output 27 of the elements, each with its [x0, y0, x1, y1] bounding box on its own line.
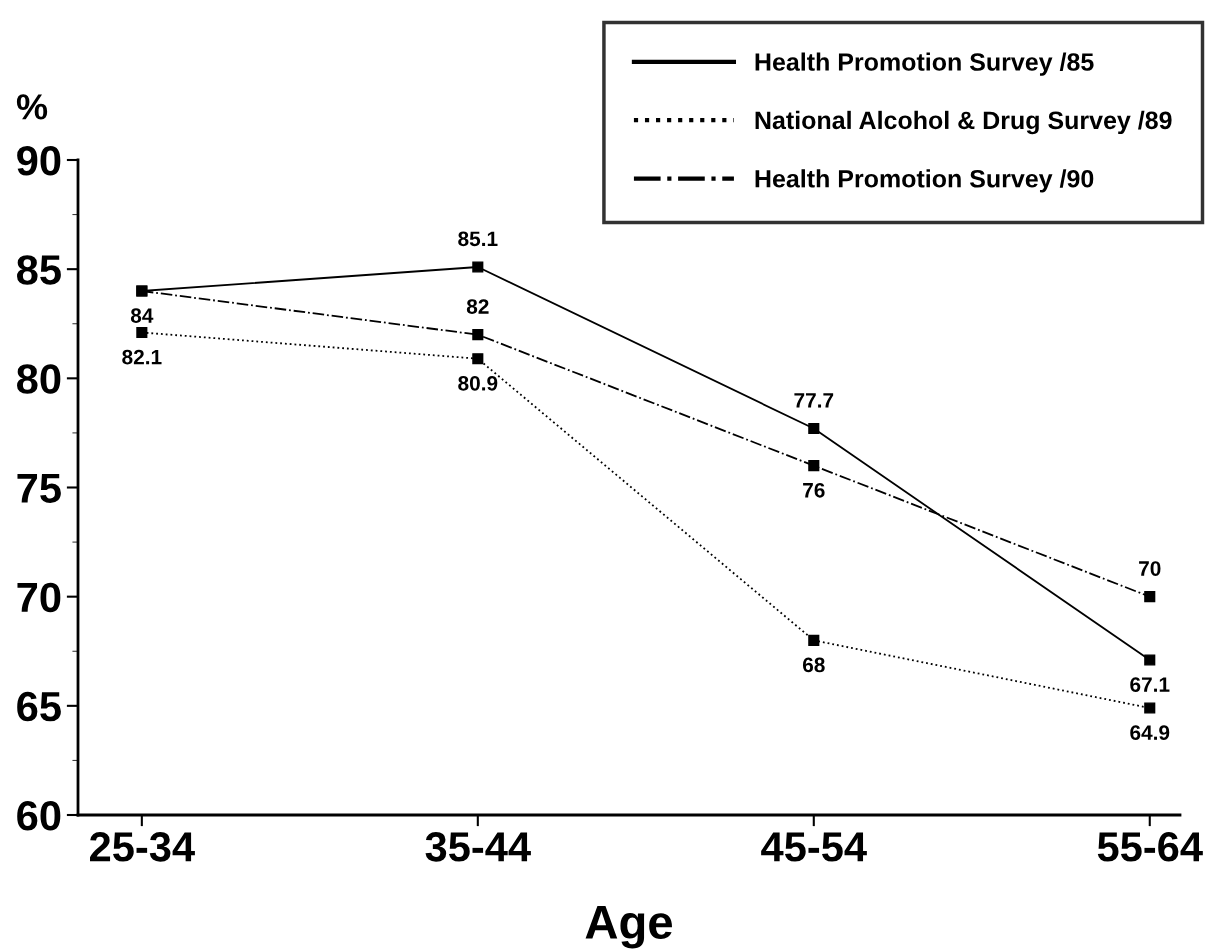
x-axis-title: Age — [585, 906, 672, 949]
y-tick-label: 85 — [17, 255, 61, 285]
data-label: 85.1 — [458, 231, 498, 247]
x-tick-label: 45-54 — [761, 832, 867, 862]
y-axis-title: % — [16, 94, 48, 120]
y-tick-label: 90 — [17, 146, 61, 176]
y-tick-label: 60 — [17, 801, 61, 831]
x-tick-label: 25-34 — [90, 832, 195, 862]
data-label: 76 — [803, 482, 825, 498]
data-label: 84 — [130, 308, 154, 323]
y-tick-label: 65 — [17, 691, 61, 722]
data-label: 70 — [1139, 561, 1161, 576]
data-label: 64.9 — [1130, 725, 1170, 740]
data-label: 77.7 — [794, 393, 834, 408]
legend-label: Health Promotion Survey /85 — [755, 52, 1094, 76]
y-tick-label: 75 — [17, 473, 61, 504]
data-label: 82 — [466, 299, 489, 314]
x-tick-label: 35-44 — [425, 832, 531, 862]
data-label: 80.9 — [458, 375, 498, 391]
data-label: 67.1 — [1130, 677, 1170, 692]
y-tick-label: 80 — [17, 364, 61, 394]
data-label: 82.1 — [122, 349, 162, 365]
y-tick-label: 70 — [17, 582, 61, 613]
data-label: 68 — [802, 657, 825, 673]
legend-label: Health Promotion Survey /90 — [755, 169, 1094, 193]
x-tick-label: 55-64 — [1097, 832, 1203, 862]
legend-label: National Alcohol & Drug Survey /89 — [755, 110, 1172, 135]
